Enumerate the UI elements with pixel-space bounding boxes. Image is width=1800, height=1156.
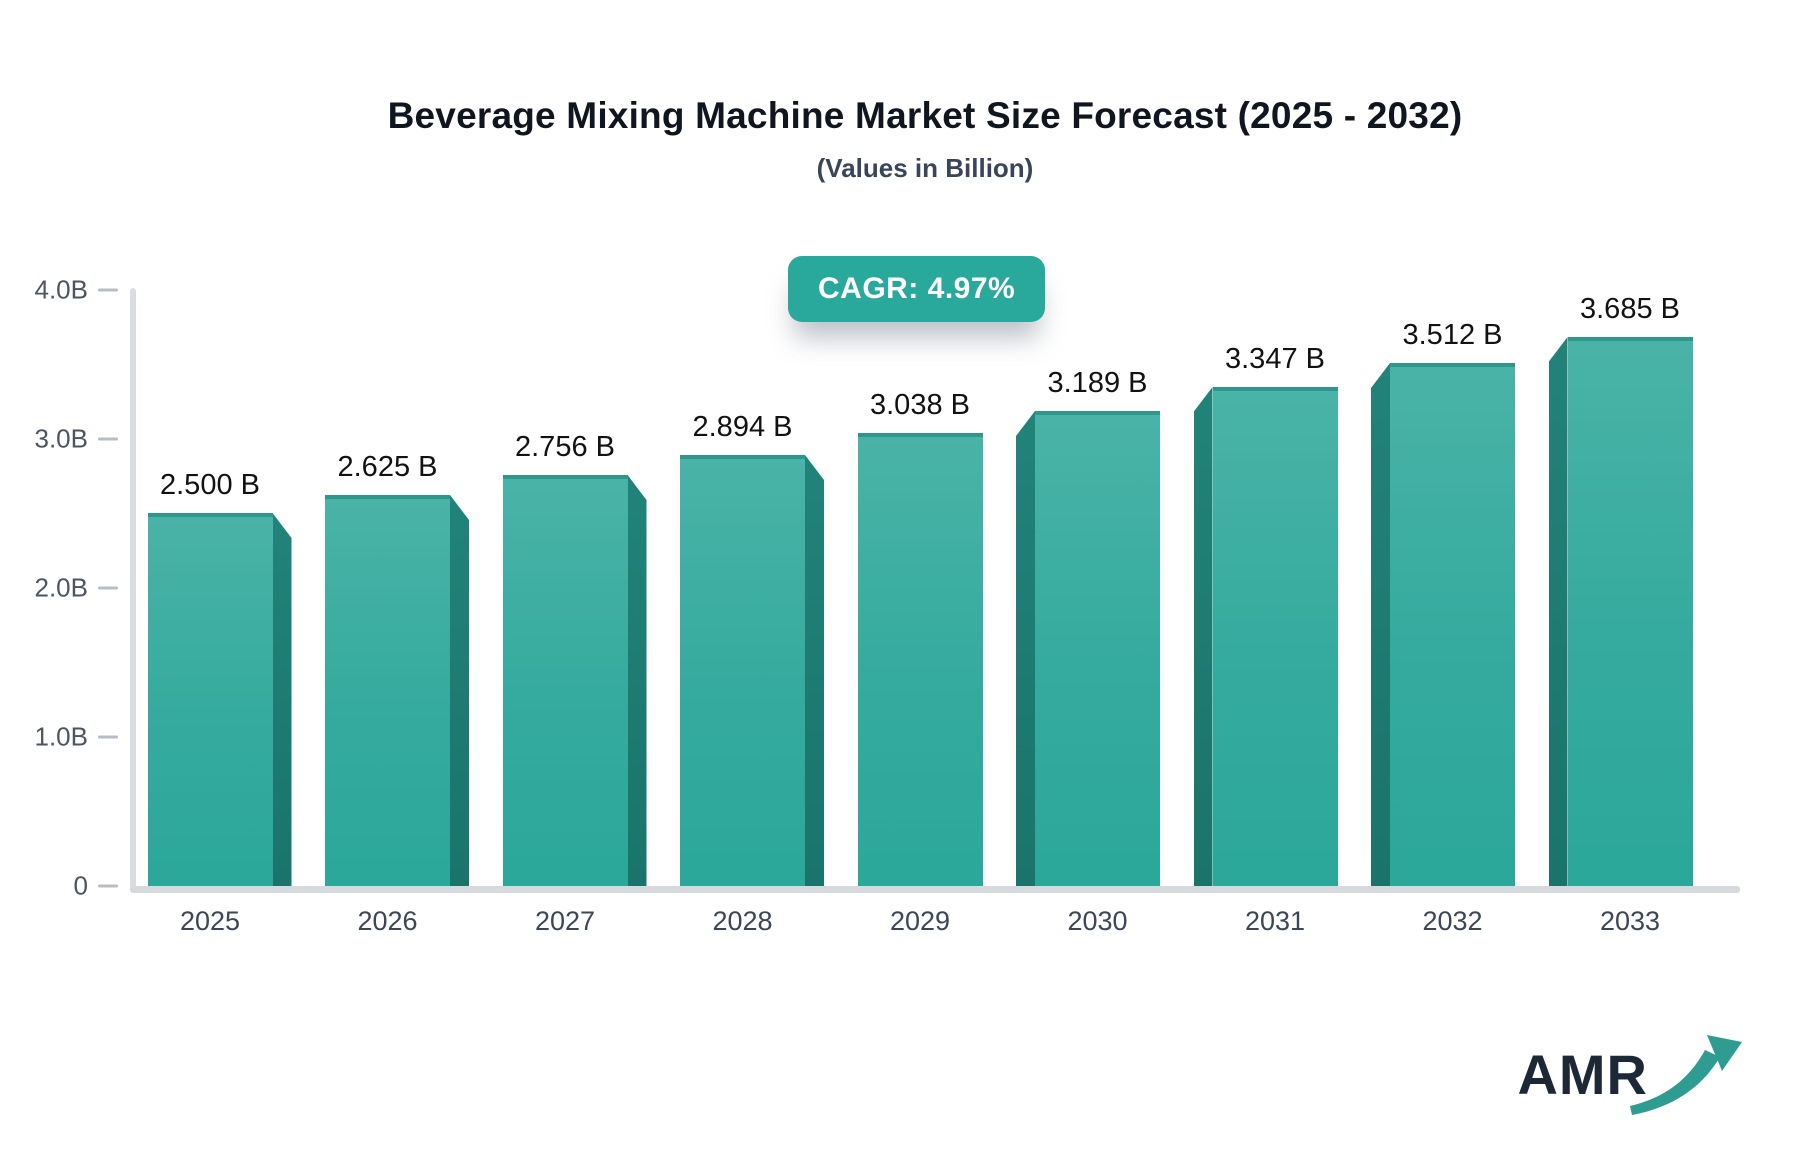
x-axis-label-2026: 2026: [357, 906, 418, 936]
amr-logo: AMR: [1517, 1025, 1758, 1123]
y-tick-label: 1.0B: [34, 721, 89, 752]
bar-side-face: [272, 513, 292, 886]
plot-area: 2.500 B 2025 2.625 B 2026 2.756 B 2027 2.894 B…: [130, 290, 1740, 936]
y-axis-line: [130, 288, 136, 889]
x-axis-label-2033: 2033: [1599, 906, 1661, 936]
bar-face: [1212, 387, 1338, 886]
chart-header: Beverage Mixing Machine Market Size Fore…: [25, 0, 1800, 184]
y-tick-2.0B: 2.0B: [10, 573, 118, 604]
cagr-badge: CAGR: 4.97%: [788, 256, 1046, 322]
bar-side-face: [805, 455, 824, 886]
bar-2026: [325, 495, 469, 886]
y-tick-label: 0: [73, 870, 88, 901]
bar-value-label: 2.894 B: [692, 411, 793, 443]
cagr-badge-label: CAGR: 4.97%: [818, 272, 1016, 305]
y-tick-4.0B: 4.0B: [10, 275, 118, 306]
y-tick-label: 2.0B: [34, 572, 89, 603]
y-tick-label: 4.0B: [34, 274, 89, 305]
bar-2028: [680, 455, 824, 886]
bar-face: [680, 455, 805, 886]
bar-2032: [1371, 363, 1515, 886]
bar-2030: [1016, 411, 1160, 886]
y-tick-1.0B: 1.0B: [10, 722, 118, 753]
bar-face: [1567, 337, 1693, 886]
bar-value-label: 3.512 B: [1402, 319, 1503, 351]
bar-2029: [857, 433, 983, 886]
y-tick-mark: [98, 735, 118, 739]
bar-value-label: 2.625 B: [337, 451, 438, 483]
x-axis-baseline: [130, 886, 1740, 893]
bar-face: [857, 433, 983, 886]
bar-2025: [147, 513, 292, 886]
bar-2033: [1548, 337, 1693, 886]
x-axis-label-2031: 2031: [1244, 906, 1306, 936]
x-axis-label-2028: 2028: [712, 906, 773, 936]
bar-side-face: [1548, 337, 1568, 886]
bar-face: [502, 475, 628, 886]
y-tick-mark: [98, 884, 118, 888]
chart-subtitle: (Values in Billion): [816, 153, 1034, 183]
x-axis-label-2032: 2032: [1422, 906, 1483, 936]
bar-2031: [1193, 387, 1338, 886]
bar-side-face: [1193, 387, 1213, 886]
bar-2027: [502, 475, 647, 886]
bar-value-label: 3.685 B: [1580, 293, 1680, 325]
bar-value-label: 3.347 B: [1225, 343, 1325, 375]
bar-face: [147, 513, 273, 886]
trend-arrow-icon: [1630, 1035, 1742, 1115]
bar-face: [1390, 363, 1515, 886]
bar-value-label: 3.189 B: [1047, 367, 1148, 399]
bar-side-face: [627, 475, 647, 886]
y-tick-mark: [98, 288, 118, 292]
bar-side-face: [1371, 363, 1390, 886]
y-tick-3.0B: 3.0B: [10, 424, 118, 455]
bar-value-label: 2.756 B: [515, 431, 615, 463]
bar-side-face: [450, 495, 469, 886]
y-tick-mark: [98, 586, 118, 590]
y-tick-label: 3.0B: [34, 423, 89, 454]
x-axis-label-2027: 2027: [534, 906, 596, 936]
x-axis-label-2025: 2025: [179, 906, 241, 936]
bar-face: [325, 495, 450, 886]
bar-value-label: 2.500 B: [160, 469, 260, 501]
bar-face: [1035, 411, 1160, 886]
x-axis-label-2029: 2029: [889, 906, 951, 936]
chart-title: Beverage Mixing Machine Market Size Fore…: [387, 95, 1463, 136]
y-tick-mark: [98, 437, 118, 441]
y-tick-0: 0: [10, 871, 118, 902]
bar-value-label: 3.038 B: [870, 389, 970, 421]
bar-side-face: [1016, 411, 1035, 886]
x-axis-label-2030: 2030: [1067, 906, 1128, 936]
amr-logo-text: AMR: [1517, 1042, 1648, 1106]
